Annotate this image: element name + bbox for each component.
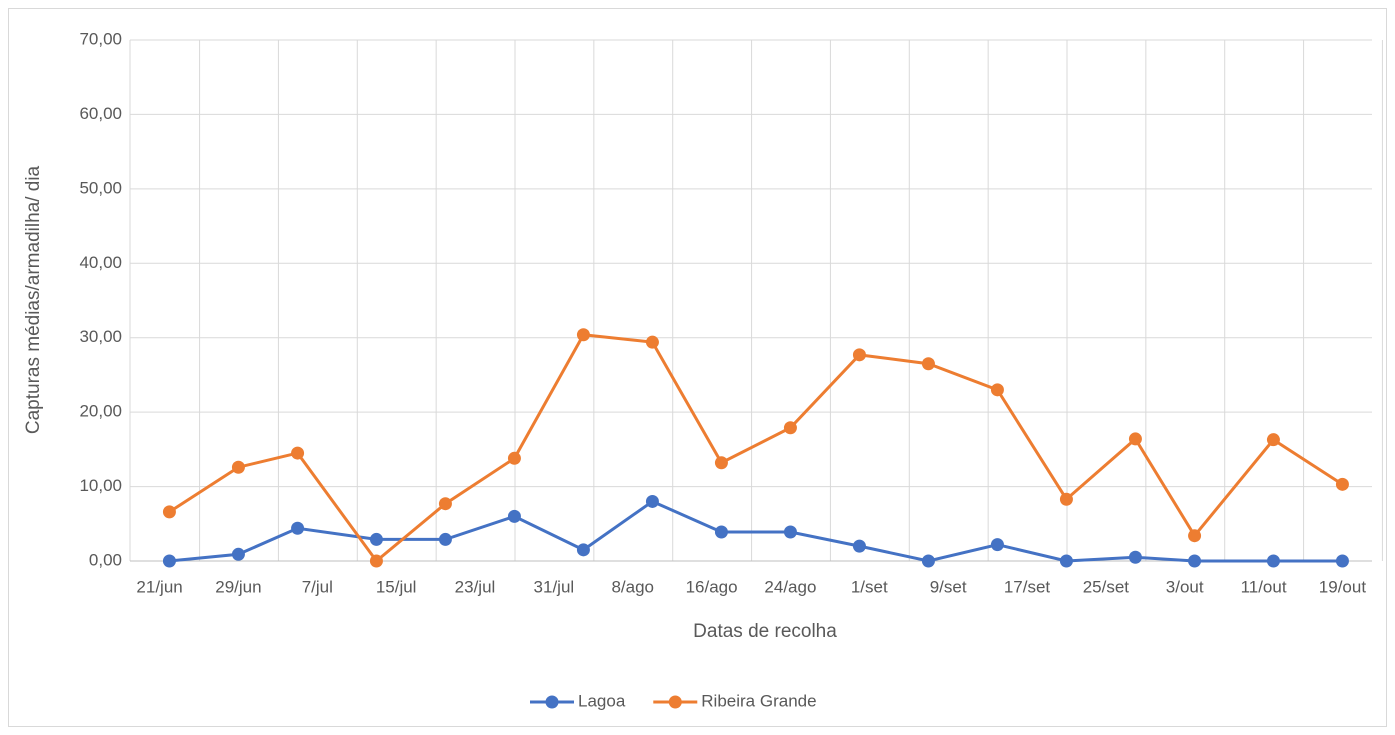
data-point <box>1059 554 1073 568</box>
data-point <box>990 383 1004 397</box>
x-tick-label: 8/ago <box>611 577 654 596</box>
data-point <box>1188 554 1202 568</box>
x-tick-label: 21/jun <box>136 577 182 596</box>
data-point <box>1335 477 1349 491</box>
x-tick-label: 15/jul <box>376 577 417 596</box>
data-point <box>852 539 866 553</box>
x-tick-label: 7/jul <box>302 577 333 596</box>
data-point <box>921 357 935 371</box>
data-point <box>507 451 521 465</box>
y-tick-label: 50,00 <box>79 178 122 197</box>
data-point <box>990 538 1004 552</box>
data-point <box>1059 492 1073 506</box>
data-point <box>783 525 797 539</box>
legend-marker <box>668 695 682 709</box>
data-point <box>507 509 521 523</box>
data-point <box>162 505 176 519</box>
x-tick-label: 29/jun <box>215 577 261 596</box>
data-point <box>231 547 245 561</box>
data-point <box>291 521 305 535</box>
data-point <box>1188 529 1202 543</box>
x-tick-label: 3/out <box>1166 577 1204 596</box>
data-point <box>369 554 383 568</box>
x-tick-label: 1/set <box>851 577 888 596</box>
data-point <box>576 328 590 342</box>
data-point <box>645 494 659 508</box>
data-point <box>921 554 935 568</box>
data-point <box>291 446 305 460</box>
chart-frame <box>8 8 1387 727</box>
data-point <box>783 421 797 435</box>
data-point <box>1128 432 1142 446</box>
x-axis-title: Datas de recolha <box>693 621 837 642</box>
legend-marker <box>545 695 559 709</box>
legend-label: Ribeira Grande <box>701 691 816 710</box>
x-tick-label: 19/out <box>1319 577 1367 596</box>
data-point <box>714 456 728 470</box>
y-axis-title: Capturas médias/armadilha/ dia <box>23 165 44 434</box>
data-point <box>1266 433 1280 447</box>
x-tick-label: 16/ago <box>686 577 738 596</box>
data-point <box>369 532 383 546</box>
data-point <box>231 460 245 474</box>
x-tick-label: 9/set <box>930 577 967 596</box>
x-tick-label: 23/jul <box>455 577 496 596</box>
data-point <box>1266 554 1280 568</box>
data-point <box>438 532 452 546</box>
y-tick-label: 40,00 <box>79 253 122 272</box>
data-point <box>438 497 452 511</box>
x-tick-label: 31/jul <box>534 577 575 596</box>
x-tick-label: 11/out <box>1241 577 1287 596</box>
x-tick-label: 25/set <box>1083 577 1130 596</box>
y-tick-label: 20,00 <box>79 402 122 421</box>
y-tick-label: 10,00 <box>79 476 122 495</box>
y-tick-label: 60,00 <box>79 104 122 123</box>
data-point <box>1128 550 1142 564</box>
data-point <box>714 525 728 539</box>
data-point <box>162 554 176 568</box>
series-line <box>169 499 1343 563</box>
data-point <box>576 543 590 557</box>
x-tick-label: 24/ago <box>764 577 816 596</box>
y-tick-label: 70,00 <box>79 29 122 48</box>
series-line <box>168 333 1344 564</box>
legend-label: Lagoa <box>578 691 626 710</box>
data-point <box>1335 554 1349 568</box>
y-tick-label: 30,00 <box>79 327 122 346</box>
y-tick-label: 0,00 <box>89 550 122 569</box>
x-tick-label: 17/set <box>1004 577 1051 596</box>
data-point <box>645 335 659 349</box>
data-point <box>852 348 866 362</box>
